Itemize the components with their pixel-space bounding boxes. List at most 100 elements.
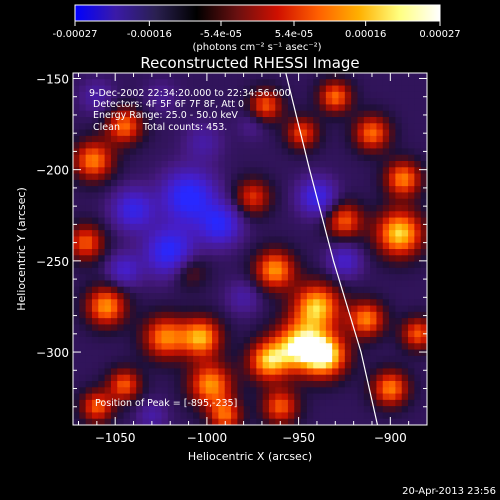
heatmap-cell (344, 85, 352, 93)
heatmap-cell (167, 381, 175, 388)
heatmap-cell (306, 211, 314, 219)
heatmap-cell (300, 173, 308, 181)
heatmap-cell (243, 186, 251, 194)
heatmap-cell (205, 274, 213, 282)
heatmap-cell (344, 104, 352, 112)
heatmap-cell (180, 255, 188, 263)
heatmap-cell (395, 330, 403, 338)
heatmap-cell (300, 368, 308, 376)
heatmap-cell (294, 192, 302, 200)
heatmap-cell (332, 223, 340, 231)
y-tick-label: −300 (36, 346, 69, 360)
heatmap-cell (110, 192, 118, 200)
heatmap-cell (91, 242, 99, 250)
y-tick-label: −150 (36, 72, 69, 86)
heatmap-cell (104, 274, 112, 282)
heatmap-cell (382, 274, 390, 282)
heatmap-cell (237, 293, 245, 300)
heatmap-cell (186, 73, 194, 80)
heatmap-cell (262, 211, 270, 219)
heatmap-cell (123, 123, 131, 131)
heatmap-cell (243, 324, 251, 332)
heatmap-cell (338, 418, 346, 425)
heatmap-cell (275, 374, 283, 382)
heatmap-cell (104, 79, 112, 87)
heatmap-cell (395, 337, 403, 344)
heatmap-cell (79, 343, 87, 351)
heatmap-cell (281, 154, 289, 162)
heatmap-cell (218, 117, 226, 124)
heatmap-cell (129, 161, 137, 168)
heatmap-cell (199, 161, 207, 168)
heatmap-cell (224, 148, 232, 156)
heatmap-cell (104, 230, 112, 238)
heatmap-cell (231, 91, 238, 99)
heatmap-cell (344, 374, 352, 382)
heatmap-cell (123, 368, 131, 376)
heatmap-cell (256, 129, 264, 137)
heatmap-cell (250, 362, 257, 370)
heatmap-cell (148, 236, 156, 244)
heatmap-cell (123, 399, 131, 407)
heatmap-cell (395, 154, 403, 162)
heatmap-cell (79, 412, 87, 420)
heatmap-cell (420, 211, 427, 219)
heatmap-cell (174, 274, 182, 282)
heatmap-cell (300, 73, 308, 80)
heatmap-cell (389, 242, 396, 250)
heatmap-cell (256, 110, 264, 118)
heatmap-cell (243, 217, 251, 225)
heatmap-cell (287, 148, 295, 156)
heatmap-cell (73, 362, 80, 370)
heatmap-cell (306, 318, 314, 326)
heatmap-cell (79, 337, 87, 344)
heatmap-cell (389, 117, 396, 124)
heatmap-cell (313, 179, 321, 187)
heatmap-cell (186, 110, 194, 118)
heatmap-cell (161, 381, 169, 388)
heatmap-cell (294, 330, 302, 338)
heatmap-cell (155, 399, 163, 407)
heatmap-cell (319, 299, 327, 307)
heatmap-cell (104, 192, 112, 200)
heatmap-cell (212, 223, 219, 231)
heatmap-cell (199, 261, 207, 269)
heatmap-cell (287, 230, 295, 238)
heatmap-cell (193, 104, 201, 112)
heatmap-cell (218, 85, 226, 93)
heatmap-cell (344, 135, 352, 143)
heatmap-cell (256, 123, 264, 131)
heatmap-cell (287, 223, 295, 231)
heatmap-cell (110, 368, 118, 376)
heatmap-cell (306, 79, 314, 87)
heatmap-cell (193, 406, 201, 414)
heatmap-cell (395, 387, 403, 395)
heatmap-cell (212, 293, 219, 300)
heatmap-cell (110, 217, 118, 225)
heatmap-cell (351, 242, 359, 250)
heatmap-cell (357, 393, 365, 401)
heatmap-cell (212, 337, 219, 344)
heatmap-cell (85, 73, 93, 80)
heatmap-cell (218, 255, 226, 263)
heatmap-cell (199, 167, 207, 175)
heatmap-cell (268, 412, 276, 420)
heatmap-cell (98, 179, 106, 187)
heatmap-cell (287, 387, 295, 395)
heatmap-cell (167, 161, 175, 168)
heatmap-cell (117, 337, 125, 344)
heatmap-cell (268, 217, 276, 225)
heatmap-cell (275, 393, 283, 401)
heatmap-cell (294, 343, 302, 351)
heatmap-cell (300, 337, 308, 344)
heatmap-cell (401, 418, 409, 425)
heatmap-cell (319, 324, 327, 332)
heatmap-cell (224, 85, 232, 93)
heatmap-cell (370, 349, 378, 357)
heatmap-cell (243, 142, 251, 150)
heatmap-cell (256, 154, 264, 162)
heatmap-cell (344, 337, 352, 344)
heatmap-cell (351, 192, 359, 200)
heatmap-cell (243, 293, 251, 300)
heatmap-cell (243, 406, 251, 414)
